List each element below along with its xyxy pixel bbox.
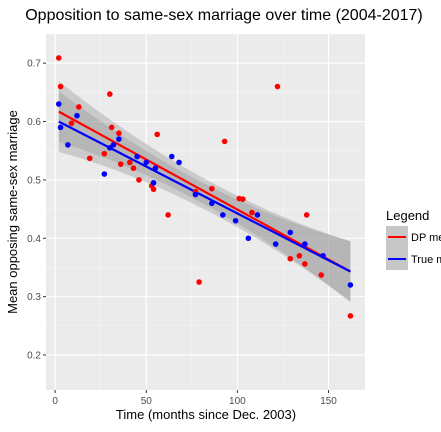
point-1 bbox=[245, 235, 252, 242]
y-tick-label: 0.5 bbox=[27, 175, 41, 186]
point-0 bbox=[240, 196, 246, 202]
point-0 bbox=[116, 130, 122, 137]
point-1 bbox=[65, 142, 71, 148]
point-1 bbox=[220, 212, 226, 218]
point-0 bbox=[130, 165, 137, 172]
point-0 bbox=[57, 83, 64, 90]
legend: Legend DP me True m bbox=[386, 208, 441, 270]
point-0 bbox=[302, 261, 308, 267]
point-1 bbox=[272, 241, 279, 247]
y-tick-label: 0.3 bbox=[27, 292, 41, 303]
y-tick-label: 0.6 bbox=[27, 117, 41, 128]
point-0 bbox=[221, 138, 228, 145]
point-1 bbox=[254, 212, 261, 218]
data-points bbox=[55, 55, 354, 319]
x-axis-ticks: 0 50 100 150 bbox=[52, 390, 337, 407]
point-0 bbox=[68, 120, 75, 127]
point-0 bbox=[274, 83, 281, 90]
point-0 bbox=[249, 209, 255, 216]
point-1 bbox=[116, 136, 122, 142]
point-0 bbox=[154, 131, 160, 138]
point-1 bbox=[209, 200, 215, 207]
point-0 bbox=[55, 55, 62, 61]
point-1 bbox=[232, 217, 239, 224]
y-tick-label: 0.2 bbox=[27, 350, 41, 361]
point-0 bbox=[318, 272, 325, 278]
point-1 bbox=[287, 229, 294, 236]
y-tick-label: 0.7 bbox=[27, 59, 41, 70]
point-1 bbox=[192, 191, 199, 198]
point-1 bbox=[320, 252, 326, 259]
y-axis-ticks: 0.2 0.3 0.4 0.5 0.6 0.7 bbox=[27, 59, 46, 361]
chart-title: Opposition to same-sex marriage over tim… bbox=[25, 7, 423, 24]
point-0 bbox=[209, 185, 215, 192]
point-1 bbox=[110, 142, 117, 148]
x-tick-label: 50 bbox=[141, 396, 153, 407]
point-0 bbox=[86, 155, 93, 162]
point-0 bbox=[108, 124, 115, 131]
legend-label-true: True m bbox=[411, 254, 441, 266]
point-0 bbox=[136, 177, 142, 183]
point-1 bbox=[143, 159, 150, 166]
point-1 bbox=[150, 180, 157, 186]
point-0 bbox=[165, 212, 171, 218]
point-1 bbox=[55, 101, 62, 107]
point-0 bbox=[76, 104, 82, 110]
grid bbox=[46, 34, 365, 390]
point-0 bbox=[296, 252, 303, 259]
point-0 bbox=[117, 161, 124, 167]
point-0 bbox=[107, 91, 113, 97]
point-1 bbox=[152, 165, 159, 172]
point-0 bbox=[196, 279, 202, 285]
point-0 bbox=[150, 186, 157, 193]
x-tick-label: 150 bbox=[320, 396, 337, 407]
point-1 bbox=[302, 241, 308, 247]
point-0 bbox=[287, 255, 294, 262]
y-axis-title: Mean opposing same-sex marriage bbox=[5, 110, 20, 314]
point-1 bbox=[134, 153, 140, 160]
x-tick-label: 0 bbox=[52, 396, 58, 407]
x-tick-label: 100 bbox=[229, 396, 246, 407]
point-1 bbox=[74, 112, 80, 119]
point-1 bbox=[347, 282, 354, 288]
fit-line-0 bbox=[58, 110, 351, 273]
point-1 bbox=[57, 124, 64, 131]
point-1 bbox=[101, 171, 108, 177]
plot-panel bbox=[46, 34, 365, 390]
legend-label-dp: DP me bbox=[411, 232, 441, 244]
point-0 bbox=[303, 212, 310, 218]
point-1 bbox=[168, 153, 175, 160]
point-0 bbox=[347, 313, 354, 319]
point-1 bbox=[176, 159, 182, 166]
legend-title: Legend bbox=[386, 208, 429, 223]
y-tick-label: 0.4 bbox=[27, 234, 41, 245]
point-0 bbox=[127, 159, 133, 166]
x-axis-title: Time (months since Dec. 2003) bbox=[116, 407, 296, 422]
point-0 bbox=[101, 150, 108, 157]
